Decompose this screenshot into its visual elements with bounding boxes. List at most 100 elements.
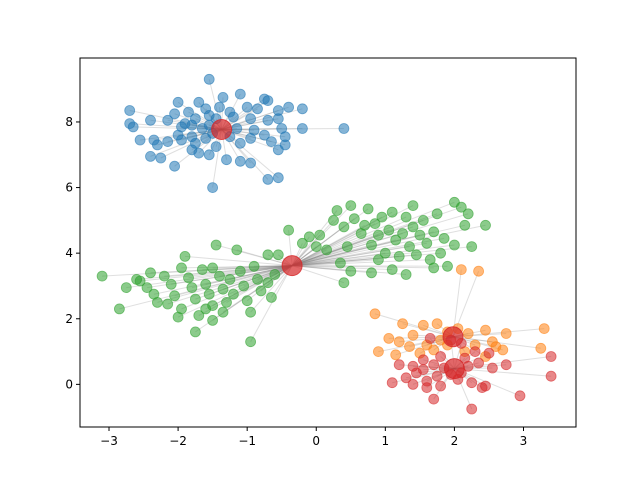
- data-point-2-3: [397, 318, 409, 330]
- x-tick-label-2: −1: [238, 434, 256, 448]
- data-point-3-5: [545, 351, 557, 362]
- data-point-3-26: [386, 377, 398, 389]
- data-point-0-56: [279, 139, 291, 151]
- data-point-1-66: [372, 229, 384, 241]
- data-point-1-54: [321, 244, 333, 256]
- data-point-2-28: [490, 341, 502, 353]
- data-point-1-28: [227, 288, 239, 300]
- data-point-1-10: [169, 290, 181, 302]
- data-point-1-64: [366, 239, 377, 251]
- data-point-0-46: [134, 134, 146, 146]
- data-point-3-0: [424, 332, 436, 344]
- data-point-1-76: [407, 221, 419, 233]
- link-line-1-64: [291, 244, 372, 267]
- data-point-1-59: [345, 200, 357, 212]
- data-point-0-57: [151, 139, 163, 151]
- data-point-1-56: [331, 205, 343, 216]
- data-point-2-23: [535, 342, 547, 354]
- data-point-1-99: [262, 249, 274, 261]
- data-point-0-11: [183, 106, 194, 118]
- data-point-2-9: [480, 324, 491, 336]
- data-point-1-52: [310, 241, 322, 253]
- data-point-3-35: [417, 364, 429, 376]
- data-point-1-85: [438, 232, 450, 244]
- data-point-1-95: [366, 267, 377, 279]
- data-point-0-54: [265, 136, 277, 148]
- x-axis-ticks: −3 −2 −1 0 1 2 3: [100, 427, 527, 448]
- data-point-2-15: [404, 341, 415, 353]
- data-point-0-62: [193, 147, 205, 159]
- data-point-0-7: [262, 95, 274, 106]
- data-point-3-17: [545, 370, 557, 382]
- data-point-1-60: [348, 213, 360, 225]
- data-point-0-27: [272, 113, 284, 125]
- data-point-2-1: [473, 265, 485, 277]
- data-point-0-65: [234, 155, 246, 167]
- data-point-0-15: [241, 101, 253, 113]
- data-point-1-102: [372, 254, 384, 266]
- link-line-1-82: [291, 231, 434, 267]
- data-point-1-69: [383, 224, 395, 236]
- data-point-0-59: [145, 150, 156, 162]
- data-point-1-57: [338, 221, 350, 233]
- data-point-1-91: [480, 219, 491, 231]
- link-line-1-5: [150, 265, 293, 274]
- data-point-1-50: [296, 237, 308, 249]
- data-point-1-77: [410, 249, 422, 261]
- data-point-1-4: [134, 275, 146, 287]
- data-point-2-0: [455, 264, 467, 276]
- data-point-1-53: [314, 229, 326, 241]
- data-point-0-5: [234, 88, 246, 100]
- data-point-0-4: [217, 92, 229, 103]
- data-point-0-16: [252, 103, 263, 115]
- data-point-1-41: [207, 314, 219, 326]
- link-line-2-2: [374, 313, 454, 338]
- data-point-1-1: [114, 303, 125, 315]
- data-point-3-15: [486, 362, 498, 374]
- data-point-2-4: [417, 319, 429, 331]
- data-point-1-73: [397, 228, 409, 239]
- data-point-3-31: [428, 393, 440, 405]
- data-point-0-31: [186, 119, 198, 131]
- data-point-0-3: [193, 96, 205, 108]
- link-line-1-79: [291, 219, 424, 267]
- data-point-2-13: [383, 332, 395, 344]
- data-point-3-29: [435, 380, 447, 392]
- data-point-1-67: [376, 211, 388, 223]
- cluster-center-3: [443, 358, 465, 380]
- data-point-1-80: [421, 237, 433, 249]
- data-point-1-70: [386, 206, 398, 218]
- link-line-1-13: [184, 255, 293, 267]
- data-point-1-87: [448, 239, 460, 251]
- data-point-0-10: [169, 108, 181, 120]
- data-point-1-39: [269, 269, 281, 280]
- data-point-1-25: [217, 283, 229, 295]
- data-point-3-30: [476, 382, 488, 394]
- data-point-2-12: [372, 346, 384, 358]
- link-line-1-86: [292, 265, 448, 267]
- link-line-1-81: [292, 259, 431, 267]
- link-line-1-100: [292, 265, 434, 269]
- data-point-0-67: [262, 173, 274, 185]
- data-point-1-94: [386, 264, 398, 276]
- data-point-1-86: [442, 260, 453, 272]
- data-point-3-18: [400, 372, 412, 384]
- link-line-1-27: [229, 265, 293, 280]
- data-point-1-27: [224, 273, 236, 285]
- data-point-0-61: [169, 160, 181, 172]
- data-point-0-52: [234, 137, 246, 149]
- data-point-1-32: [241, 295, 253, 307]
- link-line-1-75: [292, 246, 410, 267]
- data-point-2-14: [393, 336, 405, 348]
- data-point-2-2: [369, 308, 381, 320]
- link-line-1-69: [291, 229, 389, 267]
- x-tick-label-1: −2: [169, 434, 187, 448]
- data-point-1-48: [272, 249, 284, 261]
- data-point-0-37: [296, 123, 308, 134]
- data-point-0-0: [203, 73, 215, 85]
- data-point-1-51: [303, 231, 315, 243]
- data-point-1-89: [459, 219, 471, 231]
- data-point-1-11: [176, 262, 187, 274]
- data-point-3-33: [514, 390, 526, 402]
- data-point-1-42: [217, 306, 229, 318]
